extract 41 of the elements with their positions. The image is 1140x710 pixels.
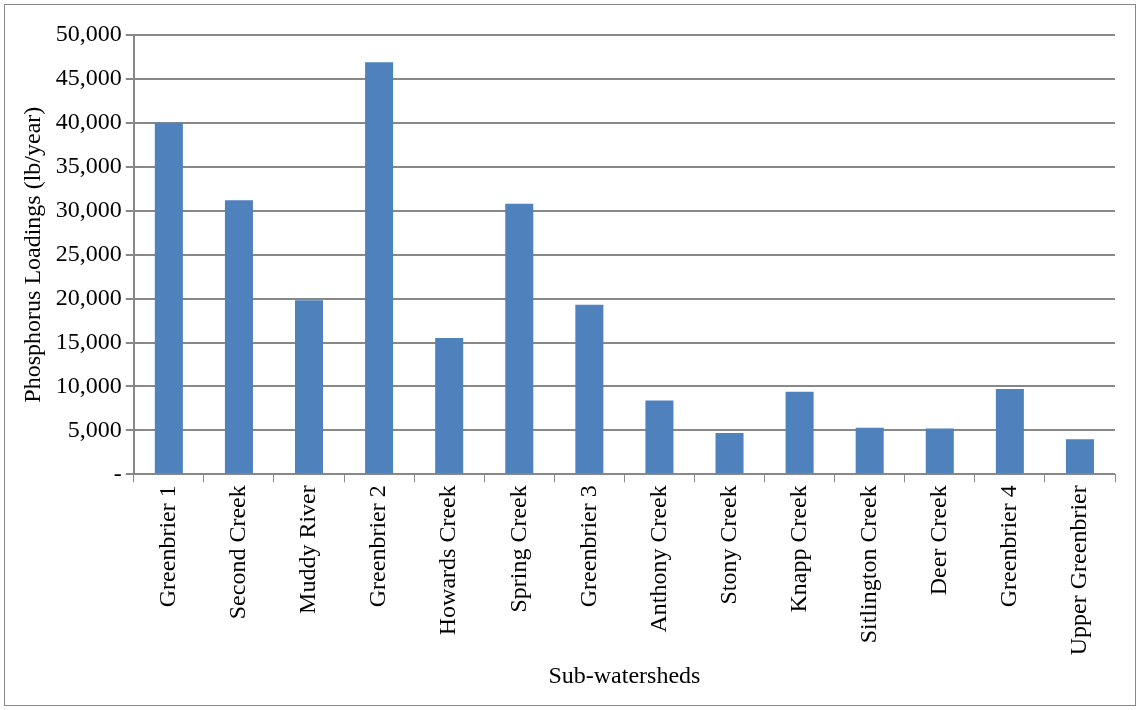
bar	[1065, 439, 1094, 474]
y-tick-label: 50,000	[55, 20, 122, 47]
bar	[224, 200, 253, 474]
bar	[435, 338, 464, 474]
x-tick-label: Anthony Creek	[644, 485, 671, 633]
x-tick-label: Knapp Creek	[784, 485, 811, 613]
x-tick-label: Spring Creek	[504, 485, 531, 613]
x-tick-label: Howards Creek	[434, 485, 461, 636]
bar	[645, 400, 674, 474]
y-tick-label: 30,000	[55, 196, 122, 223]
y-tick-label: 45,000	[55, 64, 122, 91]
y-tick-label: 40,000	[55, 108, 122, 135]
y-tick-label: 20,000	[55, 283, 122, 310]
y-tick-label: -	[113, 459, 122, 486]
x-tick-label: Deer Creek	[925, 485, 952, 596]
y-tick-label: 35,000	[55, 152, 122, 179]
x-tick-label: Greenbrier 4	[995, 485, 1022, 608]
x-tick-label: Greenbrier 1	[154, 485, 181, 608]
x-tick-label: Greenbrier 3	[574, 485, 601, 608]
bar	[154, 122, 183, 474]
bar	[365, 62, 394, 474]
x-tick-label: Muddy River	[294, 485, 321, 614]
bar	[575, 304, 604, 474]
y-tick-label: 10,000	[55, 371, 122, 398]
x-tick-label: Upper Greenbrier	[1065, 485, 1092, 656]
bar	[995, 389, 1024, 474]
x-tick-label: Sitlington Creek	[855, 485, 881, 644]
x-tick-label: Second Creek	[224, 485, 251, 620]
bar	[505, 203, 534, 474]
bar	[855, 427, 884, 474]
bar	[715, 433, 744, 474]
y-tick-label: 5,000	[67, 415, 122, 442]
y-axis-title: Phosphorus Loadings (lb/year)	[18, 106, 45, 403]
x-tick-label: Greenbrier 2	[364, 485, 391, 608]
x-axis-title: Sub-watersheds	[548, 661, 701, 688]
bar	[785, 391, 814, 474]
bar	[295, 300, 324, 474]
bar	[925, 428, 954, 474]
y-tick-label: 15,000	[55, 327, 122, 354]
x-tick-label: Stony Creek	[714, 485, 741, 605]
y-tick-label: 25,000	[55, 239, 122, 266]
